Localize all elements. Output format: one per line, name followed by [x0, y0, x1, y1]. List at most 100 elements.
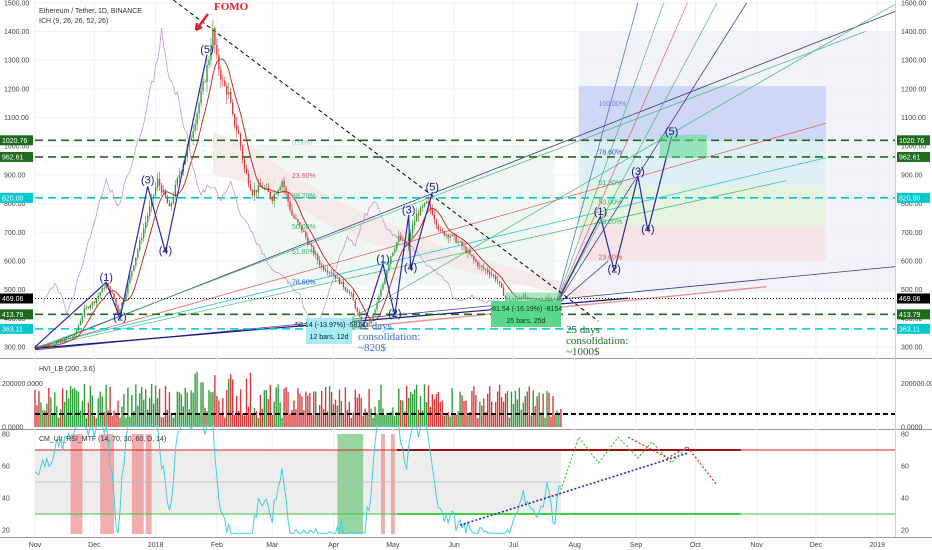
candle-body — [158, 178, 161, 186]
volume-bar — [269, 384, 271, 427]
volume-bar — [58, 417, 60, 427]
volume-bar — [249, 372, 252, 427]
price-panel[interactable]: (1) (2) (3) (4) (5) (1) (2) (3) (4) (5) (1) (2) (3) (… — [34, 0, 896, 358]
fan-line-small — [554, 260, 609, 308]
volume-bar — [289, 413, 291, 427]
volume-bar — [455, 414, 457, 427]
candle-body — [190, 137, 192, 140]
candle-body — [324, 269, 327, 271]
volume-bar — [61, 388, 64, 427]
fib-label: 100.00% — [598, 101, 626, 108]
candle-body — [481, 265, 483, 267]
volume-bar — [429, 406, 432, 427]
volume-bar — [150, 383, 153, 427]
volume-bar — [524, 396, 526, 427]
candle-body — [83, 307, 86, 316]
candle-body — [449, 235, 451, 238]
candle-body — [216, 44, 218, 56]
volume-bar — [137, 405, 139, 427]
candle-body — [441, 229, 443, 232]
price-tick-label-left: 600.00 — [4, 258, 26, 265]
volume-bar — [346, 410, 349, 427]
volume-tick-label: 200000.0000 — [2, 381, 43, 388]
volume-bar — [291, 409, 293, 427]
candle-body — [437, 225, 440, 230]
volume-bar — [518, 387, 521, 427]
candle-body — [249, 184, 252, 191]
price-tick-label-left: 1500.00 — [4, 0, 29, 7]
candle-body — [54, 343, 56, 346]
volume-bar — [415, 384, 418, 427]
volume-bar — [409, 391, 412, 427]
candle-body — [309, 244, 311, 246]
candle-body — [245, 168, 248, 174]
volume-bar — [528, 386, 530, 427]
candle-body — [421, 206, 424, 208]
volume-bar — [423, 384, 426, 427]
volume-bar — [332, 404, 335, 427]
candle-body — [218, 55, 220, 70]
level-tag-left — [0, 192, 33, 203]
candle-body — [415, 213, 418, 222]
candle-body — [141, 237, 143, 241]
ichimoku-base-line — [34, 58, 561, 348]
candle-body — [409, 233, 412, 238]
volume-indicator-label: HVI_LB (200, 3.6) — [39, 366, 95, 373]
level-tag-right — [897, 192, 930, 203]
fib-zone-red — [578, 226, 826, 261]
candle-body — [354, 300, 356, 309]
candle-body — [152, 194, 155, 198]
volume-bar — [550, 417, 552, 427]
volume-bar — [330, 391, 333, 427]
candle-body — [156, 178, 159, 188]
candle-body — [301, 224, 303, 231]
volume-bar — [113, 410, 115, 427]
volume-bar — [285, 386, 287, 427]
candle-body — [356, 308, 358, 312]
candle-body — [101, 287, 103, 293]
rsi-panel[interactable] — [34, 425, 895, 535]
candle-body — [500, 283, 503, 288]
volume-bar — [463, 401, 465, 427]
candle-body — [146, 215, 149, 223]
volume-bar — [485, 411, 487, 427]
wave-label: (2) — [388, 308, 401, 320]
candle-body — [342, 281, 345, 288]
volume-bar — [220, 414, 222, 427]
candle-body — [233, 113, 236, 126]
fib-label: 0.00% — [292, 140, 312, 147]
candle-body — [475, 259, 477, 262]
volume-bar — [439, 401, 441, 427]
candle-body — [204, 81, 206, 83]
volume-bar — [295, 409, 297, 427]
candle-body — [366, 322, 368, 327]
volume-bar — [431, 394, 434, 427]
candle-body — [71, 336, 74, 338]
volume-bar — [222, 398, 224, 427]
level-tag-right-text: 413.79 — [899, 312, 921, 319]
candle-body — [202, 81, 204, 91]
volume-bar — [79, 410, 82, 427]
candle-body — [143, 228, 145, 238]
candle-body — [295, 217, 297, 220]
price-tick-label-left: 1000.00 — [4, 144, 29, 151]
candle-body — [465, 246, 467, 253]
candle-body — [131, 271, 133, 277]
candle-body — [97, 295, 99, 299]
volume-bar — [50, 397, 52, 427]
volume-bar — [508, 417, 511, 427]
rsi-tick-label: 60 — [901, 464, 909, 471]
candle-body — [85, 307, 88, 308]
candle-body — [95, 298, 97, 304]
volume-bar — [358, 393, 360, 427]
consolidation-note: consolidation: — [566, 335, 628, 347]
candle-body — [235, 125, 238, 131]
volume-bar — [60, 409, 62, 427]
volume-panel[interactable] — [34, 371, 895, 427]
level-tag-left — [0, 323, 33, 334]
volume-bar — [473, 386, 475, 427]
volume-bar — [307, 395, 309, 427]
volume-bar — [400, 400, 402, 427]
candle-body — [297, 219, 299, 223]
